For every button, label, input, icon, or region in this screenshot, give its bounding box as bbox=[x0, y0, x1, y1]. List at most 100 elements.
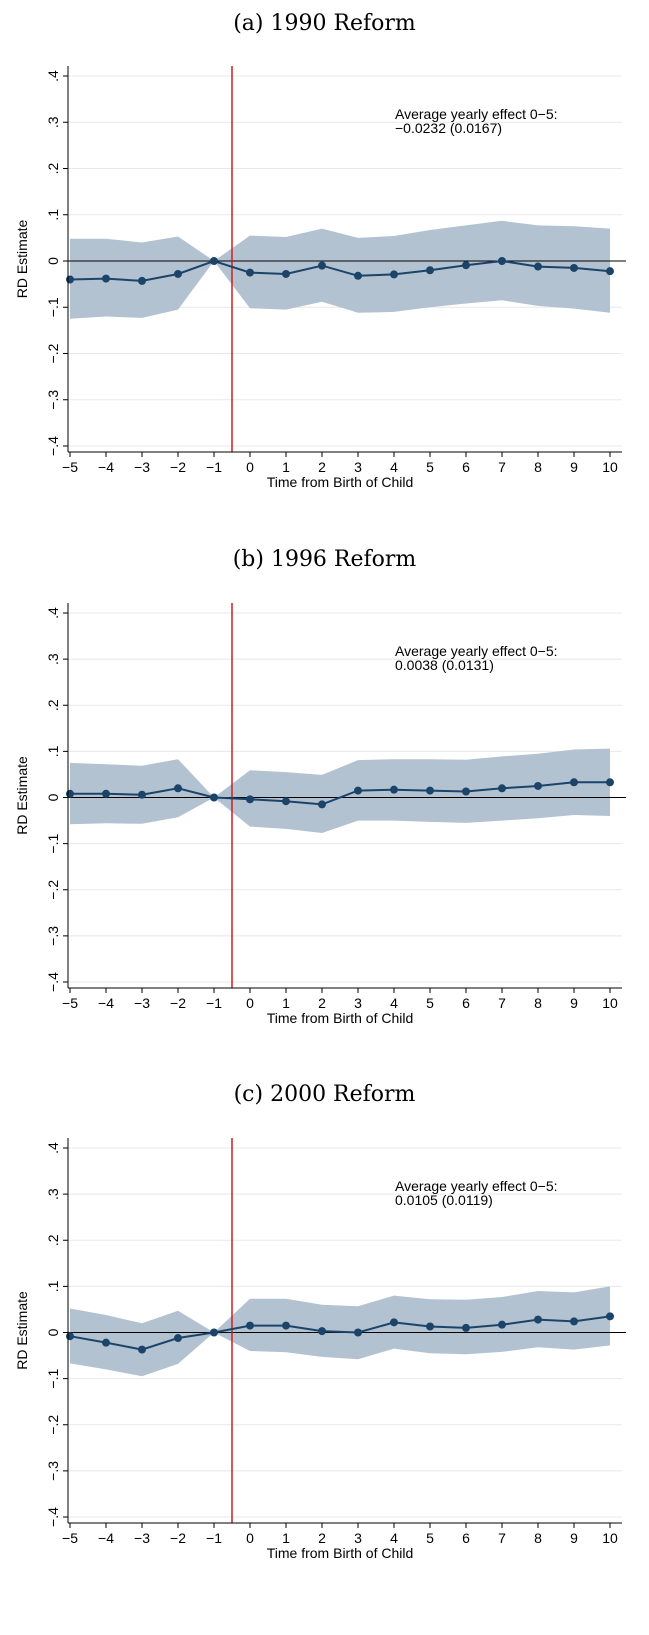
y-tick-label: −.3 bbox=[45, 390, 61, 410]
data-point bbox=[462, 787, 470, 796]
x-tick-label: −4 bbox=[98, 995, 114, 1011]
data-point bbox=[462, 1323, 470, 1332]
x-tick-label: 1 bbox=[282, 1530, 290, 1546]
annotation-line-1: Average yearly effect 0−5: bbox=[395, 643, 558, 659]
x-axis-label: Time from Birth of Child bbox=[267, 474, 414, 490]
y-tick-label: .2 bbox=[45, 162, 61, 174]
data-point bbox=[102, 274, 110, 283]
x-tick-label: 8 bbox=[534, 995, 542, 1011]
x-tick-label: 5 bbox=[426, 1530, 434, 1546]
x-tick-label: 2 bbox=[318, 995, 326, 1011]
y-tick-label: .4 bbox=[45, 70, 61, 82]
x-tick-label: 0 bbox=[246, 1530, 254, 1546]
annotation-line-2: 0.0038 (0.0131) bbox=[395, 657, 494, 673]
x-tick-label: 0 bbox=[246, 459, 254, 475]
x-tick-label: −5 bbox=[62, 459, 78, 475]
x-tick-label: 6 bbox=[462, 459, 470, 475]
annotation-line-1: Average yearly effect 0−5: bbox=[395, 1178, 558, 1194]
data-point bbox=[66, 789, 74, 798]
x-axis-label: Time from Birth of Child bbox=[267, 1010, 414, 1026]
data-point bbox=[390, 270, 398, 279]
x-tick-label: −3 bbox=[134, 1530, 150, 1546]
x-tick-label: 3 bbox=[354, 995, 362, 1011]
y-tick-label: −.2 bbox=[45, 1415, 61, 1435]
data-point bbox=[210, 793, 218, 802]
x-tick-label: 7 bbox=[498, 995, 506, 1011]
x-tick-label: 5 bbox=[426, 995, 434, 1011]
data-point bbox=[354, 1328, 362, 1337]
x-tick-label: 7 bbox=[498, 1530, 506, 1546]
y-tick-label: −.2 bbox=[45, 343, 61, 363]
x-tick-label: 3 bbox=[354, 1530, 362, 1546]
data-point bbox=[282, 1321, 290, 1330]
y-tick-label: .2 bbox=[45, 699, 61, 711]
x-tick-label: −3 bbox=[134, 459, 150, 475]
data-point bbox=[210, 1328, 218, 1337]
x-tick-label: 2 bbox=[318, 459, 326, 475]
x-tick-label: 9 bbox=[570, 1530, 578, 1546]
y-tick-label: −.2 bbox=[45, 880, 61, 900]
x-tick-label: −1 bbox=[206, 459, 222, 475]
data-point bbox=[174, 784, 182, 793]
x-tick-label: 10 bbox=[602, 459, 618, 475]
data-point bbox=[462, 261, 470, 270]
x-tick-label: −5 bbox=[62, 995, 78, 1011]
x-tick-label: −2 bbox=[170, 1530, 186, 1546]
x-tick-label: −2 bbox=[170, 459, 186, 475]
chart-title: (b) 1996 Reform bbox=[233, 547, 417, 572]
data-point bbox=[66, 1332, 74, 1341]
data-point bbox=[426, 786, 434, 795]
x-tick-label: −5 bbox=[62, 1530, 78, 1546]
data-point bbox=[606, 267, 614, 276]
y-tick-label: .4 bbox=[45, 1142, 61, 1154]
series-line bbox=[69, 259, 611, 282]
y-tick-label: −.4 bbox=[45, 1507, 61, 1527]
x-tick-label: 4 bbox=[390, 1530, 398, 1546]
y-tick-label: .1 bbox=[45, 745, 61, 757]
data-point bbox=[246, 268, 254, 277]
x-tick-label: 4 bbox=[390, 459, 398, 475]
y-tick-label: −.3 bbox=[45, 1461, 61, 1481]
y-tick-label: .3 bbox=[45, 116, 61, 128]
data-point bbox=[174, 1334, 182, 1343]
x-tick-label: 8 bbox=[534, 1530, 542, 1546]
x-tick-label: −2 bbox=[170, 995, 186, 1011]
confidence-band bbox=[70, 748, 610, 833]
x-tick-label: 1 bbox=[282, 459, 290, 475]
data-point bbox=[66, 275, 74, 284]
y-axis-label: RD Estimate bbox=[14, 1291, 30, 1370]
data-point bbox=[246, 795, 254, 804]
y-tick-label: .2 bbox=[45, 1234, 61, 1246]
chart-panel-1: (a) 1990 Reform .4 .3 .2 .1 0 −.1 −.2 −.3 −.4−5 −4… bbox=[14, 11, 626, 490]
y-tick-label: .1 bbox=[45, 1280, 61, 1292]
x-tick-label: 4 bbox=[390, 995, 398, 1011]
x-tick-label: 1 bbox=[282, 995, 290, 1011]
y-tick-label: −.1 bbox=[45, 1368, 61, 1388]
x-tick-label: 6 bbox=[462, 1530, 470, 1546]
data-point bbox=[390, 1318, 398, 1327]
x-tick-label: 9 bbox=[570, 459, 578, 475]
data-point bbox=[318, 800, 326, 809]
data-point bbox=[102, 1338, 110, 1347]
y-axis-label: RD Estimate bbox=[14, 756, 30, 835]
y-axis-label: RD Estimate bbox=[14, 220, 30, 299]
data-point bbox=[282, 269, 290, 278]
x-tick-label: −4 bbox=[98, 459, 114, 475]
y-tick-label: −.1 bbox=[45, 297, 61, 317]
chart-panel-2: (b) 1996 Reform .4 .3 .2 .1 0 −.1 −.2 −.3 −.4−5 −4… bbox=[14, 547, 626, 1026]
data-point bbox=[606, 778, 614, 787]
annotation-line-2: −0.0232 (0.0167) bbox=[395, 120, 502, 136]
series-line bbox=[70, 781, 610, 806]
x-tick-label: −3 bbox=[134, 995, 150, 1011]
data-point bbox=[246, 1321, 254, 1330]
x-axis-label: Time from Birth of Child bbox=[267, 1545, 414, 1561]
x-tick-label: −4 bbox=[98, 1530, 114, 1546]
x-tick-label: 3 bbox=[354, 459, 362, 475]
y-tick-label: .1 bbox=[45, 209, 61, 221]
x-tick-label: 0 bbox=[246, 995, 254, 1011]
data-point bbox=[390, 785, 398, 794]
data-point bbox=[426, 266, 434, 275]
y-tick-label: 0 bbox=[45, 257, 61, 265]
data-point bbox=[426, 1322, 434, 1331]
